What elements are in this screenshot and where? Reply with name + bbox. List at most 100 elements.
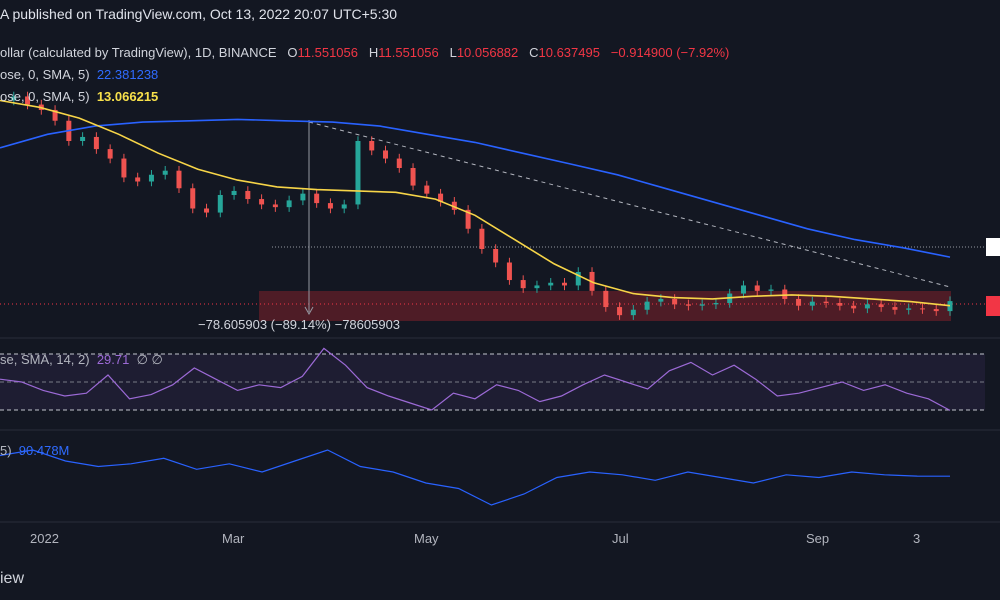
candle-up[interactable] — [713, 303, 719, 305]
candle-down[interactable] — [121, 158, 127, 178]
candle-up[interactable] — [575, 271, 581, 286]
open-value: 11.551056 — [297, 45, 359, 60]
rsi-label[interactable]: se, SMA, 14, 2) — [0, 352, 90, 367]
candle-down[interactable] — [919, 308, 925, 310]
candle-down[interactable] — [176, 170, 182, 189]
x-tick: Jul — [612, 531, 629, 546]
x-tick: Mar — [222, 531, 245, 546]
rsi-value: 29.71 — [96, 352, 130, 367]
candle-up[interactable] — [286, 200, 292, 208]
candle-up[interactable] — [231, 190, 237, 195]
candle-down[interactable] — [107, 149, 113, 159]
candle-down[interactable] — [451, 201, 457, 210]
ma-legend-2[interactable]: ose, 0, SMA, 5) 13.066215 — [0, 89, 158, 104]
candle-down[interactable] — [479, 228, 485, 249]
low-value: 10.056882 — [456, 45, 519, 60]
rsi-legend[interactable]: se, SMA, 14, 2) 29.71 ∅ ∅ — [0, 352, 163, 368]
candle-up[interactable] — [768, 289, 774, 291]
candle-up[interactable] — [864, 304, 870, 309]
candle-down[interactable] — [782, 289, 788, 299]
candle-up[interactable] — [630, 309, 636, 316]
candle-down[interactable] — [520, 280, 526, 289]
candle-up[interactable] — [534, 285, 540, 289]
candle-down[interactable] — [190, 188, 196, 209]
candle-up[interactable] — [740, 285, 746, 294]
candle-up[interactable] — [809, 301, 815, 306]
candle-up[interactable] — [341, 204, 347, 209]
candle-down[interactable] — [410, 168, 416, 186]
candle-down[interactable] — [383, 150, 389, 159]
candle-down[interactable] — [685, 304, 691, 306]
candle-up[interactable] — [148, 174, 154, 182]
candle-down[interactable] — [823, 301, 829, 303]
candle-down[interactable] — [25, 96, 31, 105]
candle-up[interactable] — [80, 136, 86, 141]
candle-up[interactable] — [699, 304, 705, 306]
candle-down[interactable] — [672, 298, 678, 305]
ma-legend-1[interactable]: ose, 0, SMA, 5) 22.381238 — [0, 67, 158, 82]
candle-up[interactable] — [162, 170, 168, 175]
candle-up[interactable] — [548, 282, 554, 286]
candle-down[interactable] — [272, 204, 278, 208]
rsi-line[interactable] — [0, 347, 951, 411]
price-tag-level — [986, 238, 1000, 256]
change-value: −0.914900 (−7.92%) — [610, 45, 730, 60]
high-label: H — [368, 45, 379, 60]
close-label: C — [529, 45, 539, 60]
sma-50-line[interactable] — [0, 99, 951, 307]
candle-up[interactable] — [217, 195, 223, 213]
candle-up[interactable] — [658, 298, 664, 302]
symbol-description[interactable]: ollar (calculated by TradingView) — [0, 45, 188, 60]
candle-down[interactable] — [603, 290, 609, 308]
candle-down[interactable] — [259, 199, 265, 205]
close-value: 10.637495 — [538, 45, 600, 60]
candle-down[interactable] — [561, 282, 567, 286]
candle-down[interactable] — [465, 209, 471, 229]
candle-down[interactable] — [314, 193, 320, 204]
candle-down[interactable] — [933, 309, 939, 312]
candle-up[interactable] — [11, 96, 17, 101]
candle-down[interactable] — [851, 305, 857, 309]
candle-down[interactable] — [396, 158, 402, 168]
candle-down[interactable] — [52, 109, 58, 121]
candle-down[interactable] — [438, 193, 444, 202]
obv-line[interactable] — [0, 449, 951, 506]
candle-down[interactable] — [424, 185, 430, 194]
candle-down[interactable] — [93, 136, 99, 150]
ma2-value: 13.066215 — [96, 89, 159, 104]
symbol-legend[interactable]: ollar (calculated by TradingView), 1D, B… — [0, 45, 730, 60]
candle-down[interactable] — [327, 203, 333, 209]
candle-down[interactable] — [204, 208, 210, 213]
candle-up[interactable] — [947, 301, 953, 312]
candle-down[interactable] — [878, 304, 884, 308]
candle-down[interactable] — [796, 298, 802, 306]
candle-down[interactable] — [892, 307, 898, 310]
x-tick: May — [414, 531, 439, 546]
candle-down[interactable] — [369, 141, 375, 151]
price-tag-last — [986, 296, 1000, 316]
tradingview-logo[interactable]: iew — [0, 570, 25, 587]
x-tick: Sep — [806, 531, 830, 546]
high-value: 11.551056 — [378, 45, 439, 60]
candle-down[interactable] — [837, 303, 843, 306]
ma1-label[interactable]: ose, 0, SMA, 5) — [0, 67, 90, 82]
candle-up[interactable] — [300, 193, 306, 201]
candle-down[interactable] — [506, 262, 512, 281]
candle-down[interactable] — [493, 249, 499, 263]
downtrend-line[interactable] — [308, 121, 951, 288]
candle-up[interactable] — [644, 301, 650, 310]
interval[interactable]: 1D — [194, 45, 212, 60]
candle-down[interactable] — [135, 177, 141, 182]
candle-down[interactable] — [245, 190, 251, 200]
candle-down[interactable] — [617, 307, 623, 316]
candles-group[interactable] — [11, 91, 953, 320]
ma2-label[interactable]: ose, 0, SMA, 5) — [0, 89, 90, 104]
candle-up[interactable] — [355, 141, 361, 205]
exchange: BINANCE — [218, 45, 277, 60]
candle-down[interactable] — [754, 285, 760, 291]
obv-legend[interactable]: 5) 90.478M — [0, 443, 69, 458]
sma-200-line[interactable] — [0, 118, 951, 258]
obv-label[interactable]: 5) — [0, 443, 12, 458]
candle-up[interactable] — [906, 308, 912, 310]
